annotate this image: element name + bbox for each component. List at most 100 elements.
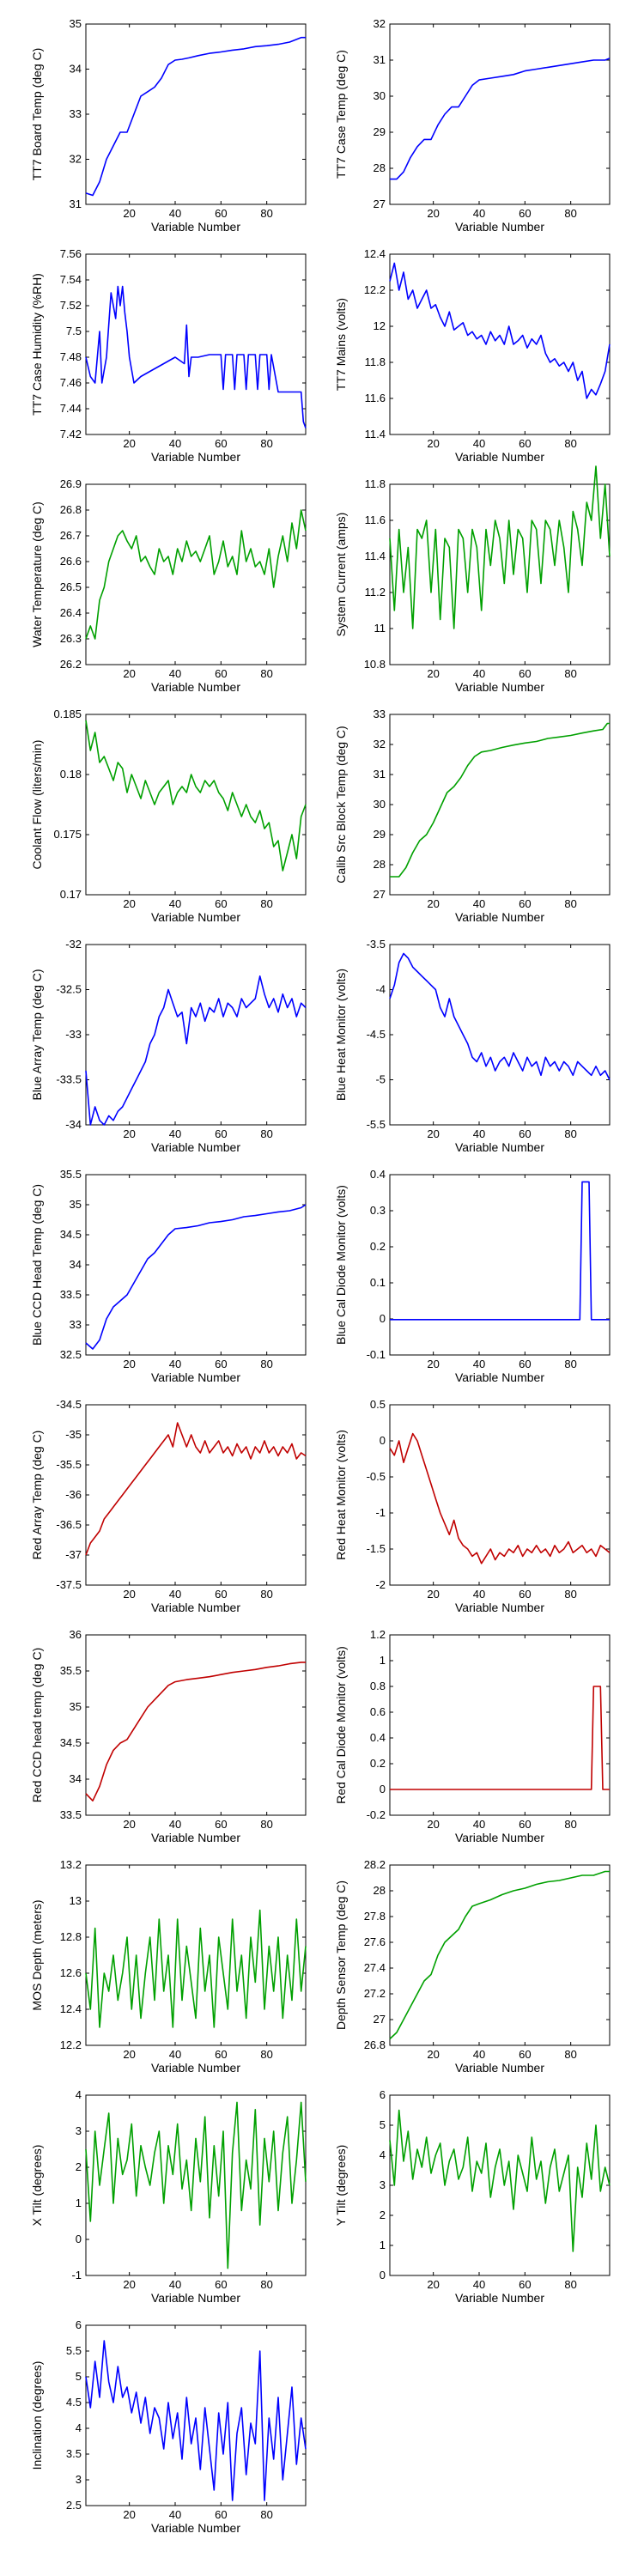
y-tick-label: 12.4: [364, 247, 386, 260]
y-tick-label: 0.8: [370, 1680, 386, 1692]
y-tick-label: 7.52: [60, 299, 82, 312]
y-axis-label: Red CCD head temp (deg C): [30, 1648, 44, 1803]
y-tick-label: 29: [374, 125, 386, 138]
series-line: [389, 1870, 610, 2040]
x-tick-label: 40: [473, 2048, 485, 2061]
y-tick-label: 12.2: [60, 2038, 82, 2051]
series-line: [85, 509, 307, 640]
series-line: [85, 2101, 307, 2269]
chart-panel-10: 20 40 60 80 -5.5 -5 -4.5 -4 -3.5 Variable Number B…: [334, 938, 611, 1154]
x-tick-label: 60: [215, 437, 227, 450]
y-tick-label: 5: [76, 2370, 82, 2383]
x-tick-label: 80: [564, 2278, 576, 2291]
y-tick-label: 3: [76, 2473, 82, 2486]
chart-panel-17: 20 40 60 80 12.2 12.4 12.6 12.8 13 13.2 Variable N…: [30, 1858, 307, 2075]
x-tick-label: 20: [123, 1127, 135, 1140]
chart-panel-4: 20 40 60 80 11.4 11.6 11.8 12 12.2 12.4 Variable N…: [334, 247, 611, 464]
x-tick-label: 60: [519, 1358, 531, 1370]
y-axis-label: Blue Cal Diode Monitor (volts): [334, 1185, 348, 1345]
x-tick-label: 40: [169, 2048, 181, 2061]
y-tick-label: 35: [70, 17, 82, 30]
series-line: [85, 285, 307, 428]
y-tick-label: 34: [70, 1258, 82, 1271]
y-tick-label: -0.1: [367, 1348, 386, 1361]
x-tick-label: 80: [564, 207, 576, 220]
y-tick-label: 5.5: [66, 2344, 82, 2357]
x-axis-label: Variable Number: [151, 2521, 240, 2535]
y-tick-label: 11.6: [365, 513, 386, 526]
y-tick-label: 35.5: [60, 1664, 82, 1677]
series-line: [390, 722, 610, 878]
y-tick-label: 27: [374, 197, 386, 210]
x-tick-label: 40: [473, 667, 485, 680]
y-tick-label: 27: [374, 888, 386, 901]
series-line: [85, 1204, 307, 1350]
y-tick-label: 0.3: [370, 1204, 386, 1217]
x-tick-label: 20: [123, 2278, 135, 2291]
x-tick-label: 20: [427, 2048, 439, 2061]
y-tick-label: -32: [65, 938, 82, 951]
x-tick-label: 80: [260, 2278, 272, 2291]
x-tick-label: 60: [519, 2048, 531, 2061]
y-tick-label: 0: [76, 2233, 82, 2245]
x-tick-label: 60: [215, 2048, 227, 2061]
y-tick-label: 12.6: [60, 1966, 82, 1979]
x-tick-label: 80: [260, 437, 272, 450]
x-axis-label: Variable Number: [151, 1831, 240, 1844]
x-tick-label: 20: [427, 207, 439, 220]
y-axis-label: Blue Array Temp (deg C): [30, 969, 44, 1100]
y-tick-label: 12.8: [60, 1930, 82, 1943]
series-line: [390, 1181, 610, 1321]
y-tick-label: 33: [374, 708, 386, 720]
series-line: [389, 2109, 611, 2252]
x-tick-label: 40: [473, 1588, 485, 1601]
chart-panel-15: 20 40 60 80 33.5 34 34.5 35 35.5 36 Variable Numbe…: [30, 1628, 307, 1844]
x-tick-label: 60: [215, 1588, 227, 1601]
y-tick-label: -1.5: [367, 1542, 386, 1555]
y-tick-label: 34: [70, 1772, 82, 1785]
y-tick-label: 0.6: [370, 1705, 386, 1718]
x-tick-label: 60: [519, 897, 531, 910]
x-axis-label: Variable Number: [151, 680, 240, 694]
chart-panel-11: 20 40 60 80 32.5 33 33.5 34 34.5 35 35.5 Variable N…: [30, 1168, 307, 1384]
y-tick-label: 31: [70, 197, 82, 210]
y-tick-label: -37.5: [56, 1578, 82, 1591]
y-tick-label: 32: [374, 738, 386, 750]
chart-panel-8: 20 40 60 80 27 28 29 30 31 32 33 Variable Number Cal…: [334, 708, 611, 924]
series-line: [390, 58, 611, 180]
x-tick-label: 20: [427, 2278, 439, 2291]
x-tick-label: 60: [519, 2278, 531, 2291]
series-line: [389, 1432, 611, 1564]
y-tick-label: 7.5: [66, 325, 82, 337]
y-tick-label: 7.46: [60, 376, 82, 389]
x-tick-label: 40: [169, 897, 181, 910]
chart-panel-16: 20 40 60 80 -0.2 0 0.2 0.4 0.6 0.8 1 1.2 Variable Nu…: [334, 1628, 611, 1844]
y-tick-label: -5.5: [367, 1118, 386, 1131]
x-tick-label: 80: [260, 667, 272, 680]
x-tick-label: 20: [427, 1127, 439, 1140]
x-tick-label: 60: [215, 1818, 227, 1831]
y-tick-label: 34.5: [60, 1228, 82, 1241]
y-axis-label: TT7 Case Temp (deg C): [334, 50, 348, 179]
y-tick-label: 27.6: [364, 1935, 386, 1948]
series-line: [85, 720, 307, 872]
y-axis-label: System Current (amps): [334, 513, 348, 637]
chart-panel-18: 20 40 60 80 26.8 27 27.2 27.4 27.6 27.8 28 28.2 Vari…: [334, 1858, 611, 2075]
y-tick-label: 34: [70, 63, 82, 76]
x-tick-label: 20: [123, 1588, 135, 1601]
x-tick-label: 40: [169, 2508, 181, 2521]
x-tick-label: 80: [260, 1127, 272, 1140]
y-tick-label: 2: [76, 2160, 82, 2173]
x-tick-label: 40: [169, 1127, 181, 1140]
series-line: [389, 952, 611, 1080]
x-tick-label: 40: [169, 437, 181, 450]
x-tick-label: 80: [260, 897, 272, 910]
y-tick-label: 4: [380, 2148, 386, 2161]
series-line: [85, 975, 307, 1126]
x-tick-label: 20: [427, 437, 439, 450]
y-tick-label: 7.42: [60, 428, 82, 440]
y-axis-label: Calib Src Block Temp (deg C): [334, 726, 348, 883]
plot-area: [389, 944, 611, 1126]
y-tick-label: 33: [70, 107, 82, 120]
chart-panel-7: 20 40 60 80 0.17 0.175 0.18 0.185 Variable Numbe…: [30, 708, 307, 924]
